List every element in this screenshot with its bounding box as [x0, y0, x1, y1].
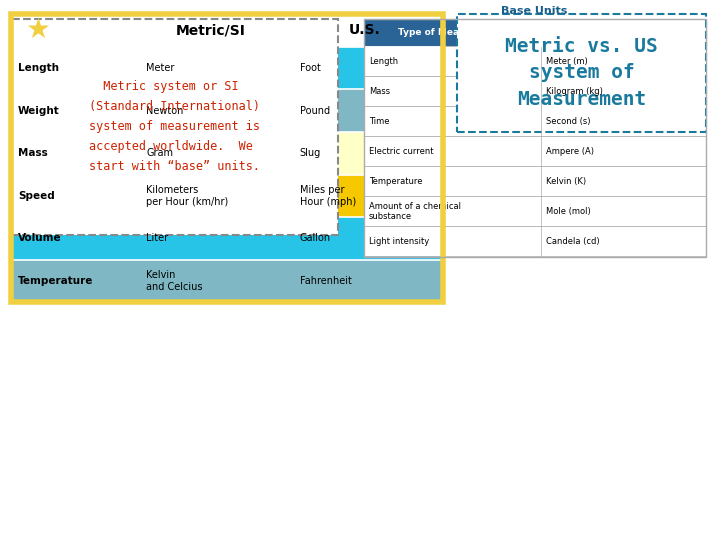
Text: Newton: Newton [146, 106, 184, 116]
Text: Fahrenheit: Fahrenheit [300, 276, 351, 286]
Bar [364, 226, 706, 256]
Text: Candela (cd): Candela (cd) [546, 237, 600, 246]
Text: Kelvin
and Celcius: Kelvin and Celcius [146, 271, 203, 292]
Text: Weight: Weight [18, 106, 60, 116]
Bar [11, 14, 443, 302]
Bar [11, 217, 443, 260]
Text: Second (s): Second (s) [546, 117, 591, 126]
Bar [364, 19, 706, 256]
Text: Gallon: Gallon [300, 233, 331, 244]
Text: Mass: Mass [369, 87, 390, 96]
Text: Electric current: Electric current [369, 147, 433, 156]
Text: Meter (m): Meter (m) [546, 57, 588, 66]
Bar [457, 14, 706, 132]
Bar [364, 197, 706, 226]
Text: Base Units: Base Units [596, 28, 651, 37]
Bar [364, 19, 706, 46]
Bar [364, 46, 706, 76]
Text: Kilogram (kg): Kilogram (kg) [546, 87, 603, 96]
Text: Type of Measurement: Type of Measurement [397, 28, 508, 37]
Text: Temperature: Temperature [369, 177, 422, 186]
Text: Metric vs. US
system of
Measurement: Metric vs. US system of Measurement [505, 37, 658, 109]
Text: Ampere (A): Ampere (A) [546, 147, 595, 156]
Text: Mole (mol): Mole (mol) [546, 207, 591, 216]
Text: ★: ★ [25, 16, 50, 44]
Text: Temperature: Temperature [18, 276, 94, 286]
Text: Foot: Foot [300, 63, 320, 73]
Bar [364, 136, 706, 166]
Bar [11, 174, 443, 217]
Text: Amount of a chemical
substance: Amount of a chemical substance [369, 202, 461, 221]
Text: U.S.: U.S. [349, 23, 381, 37]
Bar [11, 89, 443, 132]
Text: Kelvin (K): Kelvin (K) [546, 177, 587, 186]
Bar [11, 19, 338, 235]
Text: Kilometers
per Hour (km/hr): Kilometers per Hour (km/hr) [146, 185, 228, 207]
Text: Pound: Pound [300, 106, 330, 116]
Bar [364, 106, 706, 136]
Bar [11, 14, 443, 302]
Bar [364, 76, 706, 106]
Text: Liter: Liter [146, 233, 168, 244]
Text: Metric system or SI
(Standard International)
system of measurement is
accepted w: Metric system or SI (Standard Internatio… [89, 80, 260, 173]
Bar [11, 47, 443, 89]
Text: Gram: Gram [146, 148, 174, 158]
Bar [11, 260, 443, 302]
Text: Miles per
Hour (mph): Miles per Hour (mph) [300, 185, 356, 207]
Bar [11, 132, 443, 174]
Text: Time: Time [369, 117, 389, 126]
Text: Length: Length [369, 57, 397, 66]
Text: Light intensity: Light intensity [369, 237, 429, 246]
Text: Speed: Speed [18, 191, 55, 201]
Text: Metric/SI: Metric/SI [176, 23, 246, 37]
Text: Slug: Slug [300, 148, 321, 158]
Bar [11, 14, 443, 47]
Text: Length: Length [18, 63, 59, 73]
Bar [364, 166, 706, 197]
Text: Meter: Meter [146, 63, 174, 73]
Text: Base Units: Base Units [501, 6, 568, 16]
Text: Volume: Volume [18, 233, 62, 244]
Text: Mass: Mass [18, 148, 48, 158]
